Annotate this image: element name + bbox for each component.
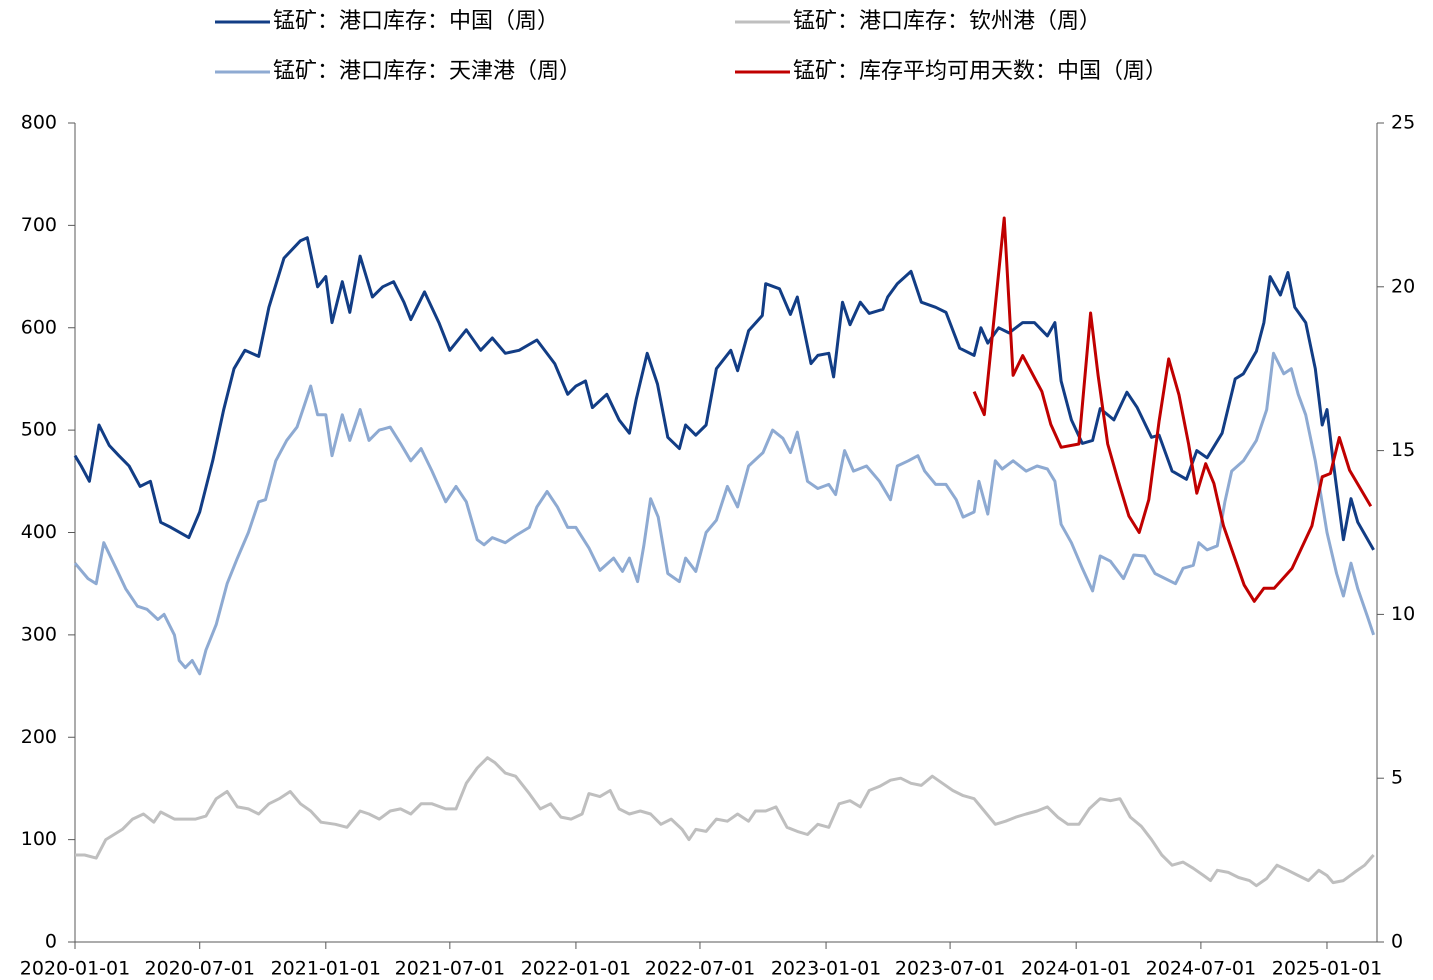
y-tick-label: 300 (21, 623, 57, 645)
legend-label: 锰矿：港口库存：中国（周） (273, 9, 559, 34)
x-tick-label: 2023-07-01 (895, 958, 1005, 980)
x-tick-label: 2022-07-01 (645, 958, 755, 980)
x-tick-label: 2021-01-01 (271, 958, 381, 980)
y-tick-label: 200 (21, 726, 57, 748)
x-tick-label: 2024-07-01 (1146, 958, 1256, 980)
x-tick-label: 2023-01-01 (771, 958, 881, 980)
x-tick-label: 2021-07-01 (395, 958, 505, 980)
x-tick-label: 2025-01-01 (1272, 958, 1382, 980)
legend-label: 锰矿：港口库存：钦州港（周） (793, 9, 1101, 34)
x-tick-label: 2022-01-01 (521, 958, 631, 980)
legend-label: 锰矿：港口库存：天津港（周） (273, 59, 581, 84)
y-tick-label: 400 (21, 521, 57, 543)
legend-label: 锰矿：库存平均可用天数：中国（周） (793, 59, 1167, 84)
y-tick-label: 800 (21, 112, 57, 134)
y-tick-label: 700 (21, 214, 57, 236)
y-tick-label: 600 (21, 316, 57, 338)
x-tick-label: 2024-01-01 (1021, 958, 1131, 980)
y2-tick-label: 0 (1391, 931, 1403, 953)
y-tick-label: 100 (21, 828, 57, 850)
y2-tick-label: 20 (1391, 275, 1415, 297)
y-tick-label: 500 (21, 419, 57, 441)
series-line (972, 216, 1373, 603)
x-tick-label: 2020-01-01 (20, 958, 130, 980)
y-tick-label: 0 (45, 931, 57, 953)
x-tick-label: 2020-07-01 (145, 958, 255, 980)
y2-tick-label: 15 (1391, 439, 1415, 461)
y2-tick-label: 5 (1391, 767, 1403, 789)
y2-tick-label: 25 (1391, 112, 1415, 134)
y2-tick-label: 10 (1391, 603, 1415, 625)
series-line (75, 756, 1375, 888)
series-line (73, 236, 1375, 551)
series-line (73, 351, 1376, 676)
